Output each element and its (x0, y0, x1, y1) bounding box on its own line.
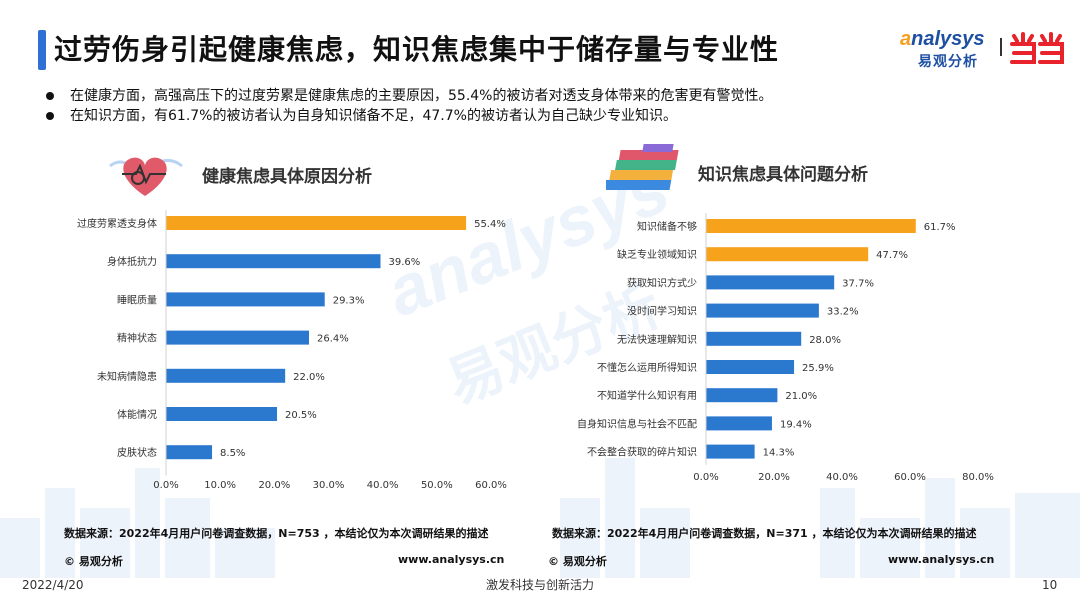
health-value-label: 20.5% (285, 410, 317, 421)
knowledge-value-label: 25.9% (802, 363, 834, 374)
knowledge-bar (706, 444, 755, 459)
knowledge-category-label: 不会整合获取的碎片知识 (587, 446, 697, 459)
logo-divider (1000, 38, 1002, 56)
knowledge-category-label: 没时间学习知识 (627, 305, 697, 318)
health-chart-group: 过度劳累透支身体 55.4% 身体抵抗力 39.6% 睡眠质量 29.3% 精神状态 26.4… (77, 210, 507, 491)
health-bar (166, 445, 213, 460)
left-data-source: 数据来源：2022年4月用户问卷调查数据，N=753 ，本结论仅为本次调研结果的… (64, 527, 489, 540)
knowledge-bar (706, 331, 802, 346)
knowledge-value-label: 19.4% (780, 419, 812, 430)
city-skyline-background (0, 458, 1080, 578)
knowledge-value-label: 28.0% (809, 335, 841, 346)
knowledge-value-label: 33.2% (827, 307, 859, 318)
knowledge-bar (706, 275, 835, 290)
health-bar (166, 254, 381, 269)
knowledge-category-label: 缺乏专业领域知识 (617, 248, 697, 261)
health-x-tick-label: 60.0% (475, 480, 507, 491)
health-x-tick-label: 30.0% (313, 480, 345, 491)
health-bar (166, 330, 309, 345)
page-title: 过劳伤身引起健康焦虑，知识焦虑集中于储存量与专业性 (54, 33, 780, 66)
knowledge-chart-group: 知识储备不够 61.7% 缺乏专业领域知识 47.7% 获取知识方式少 37.7% 没时间学… (577, 213, 994, 483)
analysys-logo-cn: 易观分析 (918, 54, 978, 70)
heart-pulse-icon (109, 157, 183, 196)
health-category-label: 未知病情隐患 (97, 370, 157, 383)
left-copyright: © 易观分析 (64, 555, 123, 568)
left-chart-title: 健康焦虑具体原因分析 (202, 167, 372, 187)
health-value-label: 26.4% (317, 334, 349, 345)
analysys-logo-text: analysys (900, 28, 985, 50)
health-x-tick-label: 10.0% (204, 480, 236, 491)
health-value-label: 8.5% (220, 448, 245, 459)
health-bar (166, 292, 325, 307)
title-accent-bar (38, 30, 46, 70)
knowledge-bar (706, 388, 778, 403)
left-website: www.analysys.cn (398, 553, 505, 566)
health-category-label: 睡眠质量 (117, 293, 157, 306)
health-value-label: 22.0% (293, 372, 325, 383)
health-category-label: 体能情况 (117, 408, 157, 421)
knowledge-bar (706, 416, 772, 431)
knowledge-value-label: 21.0% (785, 391, 817, 402)
knowledge-x-tick-label: 60.0% (894, 472, 926, 483)
health-category-label: 身体抵抗力 (107, 255, 157, 268)
knowledge-x-tick-label: 40.0% (826, 472, 858, 483)
right-data-source: 数据来源：2022年4月用户问卷调查数据，N=371 ，本结论仅为本次调研结果的… (552, 527, 977, 540)
health-category-label: 皮肤状态 (117, 446, 157, 459)
knowledge-category-label: 知识储备不够 (637, 220, 697, 233)
health-x-tick-label: 0.0% (153, 480, 178, 491)
knowledge-value-label: 61.7% (924, 222, 956, 233)
footer-date: 2022/4/20 (22, 578, 84, 592)
bullet-item: 在知识方面，有61.7%的被访者认为自身知识储备不足，47.7%的被访者认为自己… (44, 106, 772, 126)
knowledge-category-label: 自身知识信息与社会不匹配 (577, 417, 697, 430)
health-x-tick-label: 20.0% (258, 480, 290, 491)
knowledge-value-label: 37.7% (842, 278, 874, 289)
dangdang-logo (1010, 32, 1064, 64)
health-x-tick-label: 40.0% (367, 480, 399, 491)
knowledge-bar (706, 303, 819, 318)
knowledge-category-label: 不懂怎么运用所得知识 (597, 361, 697, 374)
health-bar (166, 368, 286, 383)
knowledge-x-tick-label: 20.0% (758, 472, 790, 483)
health-bar (166, 407, 278, 421)
knowledge-x-tick-label: 80.0% (962, 472, 994, 483)
knowledge-bar (706, 219, 916, 233)
knowledge-x-tick-label: 0.0% (693, 472, 718, 483)
health-bar (166, 216, 467, 230)
health-value-label: 39.6% (389, 257, 421, 268)
knowledge-bar (706, 360, 795, 374)
knowledge-category-label: 不知道学什么知识有用 (597, 389, 697, 402)
health-value-label: 29.3% (333, 295, 365, 306)
right-chart-title: 知识焦虑具体问题分析 (698, 165, 868, 185)
analysys-logo: analysys 易观分析 (900, 28, 992, 72)
health-category-label: 过度劳累透支身体 (77, 217, 157, 230)
knowledge-value-label: 47.7% (876, 250, 908, 261)
health-value-label: 55.4% (474, 219, 506, 230)
knowledge-category-label: 获取知识方式少 (627, 276, 697, 289)
right-website: www.analysys.cn (888, 553, 995, 566)
summary-bullets: 在健康方面，高强高压下的过度劳累是健康焦虑的主要原因，55.4%的被访者对透支身… (44, 86, 772, 126)
knowledge-value-label: 14.3% (763, 448, 795, 459)
right-copyright: © 易观分析 (548, 555, 607, 568)
page-number: 10 (1042, 578, 1058, 592)
knowledge-category-label: 无法快速理解知识 (617, 333, 697, 346)
books-icon (606, 144, 679, 190)
bullet-item: 在健康方面，高强高压下的过度劳累是健康焦虑的主要原因，55.4%的被访者对透支身… (44, 86, 772, 106)
knowledge-bar (706, 247, 869, 262)
footer-slogan: 激发科技与创新活力 (485, 578, 594, 592)
health-x-tick-label: 50.0% (421, 480, 453, 491)
health-category-label: 精神状态 (117, 332, 157, 345)
